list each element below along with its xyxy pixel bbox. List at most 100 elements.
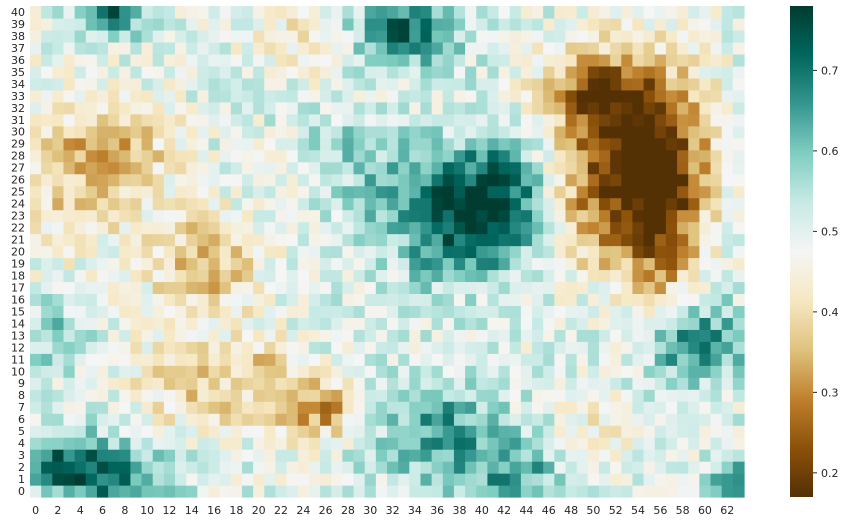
heatmap-cell [431, 317, 444, 330]
heatmap-cell [721, 341, 734, 354]
heatmap-cell [710, 449, 723, 462]
heatmap-cell [598, 281, 611, 295]
heatmap-cell [621, 365, 634, 378]
heatmap-cell [420, 389, 433, 402]
heatmap-cell [677, 149, 689, 163]
heatmap-cell [476, 77, 489, 91]
heatmap-cell [186, 161, 198, 175]
heatmap-cell [96, 221, 109, 235]
heatmap-cell [297, 101, 310, 115]
heatmap-cell [453, 401, 466, 414]
heatmap-cell [264, 137, 277, 151]
heatmap-cell [230, 53, 243, 67]
heatmap-cell [141, 401, 154, 414]
heatmap-cell [554, 65, 567, 79]
heatmap-cell [63, 401, 76, 414]
heatmap-cell [264, 245, 277, 259]
y-tick-label: 24 [11, 198, 25, 211]
x-tick-label: 26 [319, 504, 333, 517]
heatmap-cell [219, 353, 232, 366]
heatmap-cell [677, 125, 689, 139]
heatmap-cell [130, 233, 143, 247]
heatmap-cell [632, 185, 645, 199]
heatmap-cell [409, 197, 422, 211]
heatmap-cell [621, 221, 634, 235]
heatmap-cell [186, 281, 198, 295]
heatmap-cell [197, 173, 210, 187]
heatmap-cell [253, 437, 265, 450]
heatmap-cell [643, 317, 656, 330]
heatmap-cell [721, 281, 734, 295]
heatmap-cell [219, 449, 232, 462]
heatmap-cell [509, 245, 522, 259]
heatmap-cell [230, 461, 243, 474]
heatmap-cell [74, 317, 87, 330]
heatmap-cell [453, 221, 466, 235]
heatmap-cell [654, 233, 667, 247]
heatmap-cell [85, 17, 98, 31]
heatmap-cell [587, 161, 600, 175]
heatmap-cell [63, 113, 76, 127]
heatmap-cell [364, 485, 377, 498]
heatmap-cell [208, 6, 221, 19]
heatmap-cell [565, 377, 578, 390]
heatmap-cell [275, 149, 288, 163]
heatmap-cell [465, 293, 477, 306]
heatmap-cell [610, 185, 622, 199]
heatmap-cell [375, 17, 388, 31]
heatmap-cell [41, 125, 53, 139]
heatmap-cell [420, 17, 433, 31]
heatmap-cell [152, 209, 165, 223]
heatmap-cell [476, 473, 489, 486]
heatmap-cell [74, 305, 87, 318]
heatmap-cell [241, 89, 254, 103]
heatmap-cell [632, 305, 645, 318]
heatmap-cell [74, 173, 87, 187]
heatmap-cell [342, 461, 355, 474]
heatmap-cell [476, 305, 489, 318]
heatmap-cell [230, 125, 243, 139]
heatmap-cell [565, 353, 578, 366]
heatmap-cell [710, 221, 723, 235]
heatmap-cell [119, 149, 132, 163]
heatmap-cell [632, 317, 645, 330]
heatmap-cell [197, 17, 210, 31]
heatmap-cell [587, 221, 600, 235]
heatmap-cell [308, 101, 321, 115]
heatmap-cell [52, 485, 65, 498]
heatmap-cell [509, 29, 522, 43]
heatmap-cell [297, 329, 310, 342]
heatmap-cell [543, 233, 555, 247]
heatmap-cell [175, 437, 187, 450]
heatmap-cell [119, 365, 132, 378]
heatmap-cell [152, 461, 165, 474]
heatmap-cell [476, 101, 489, 115]
heatmap-cell [420, 125, 433, 139]
heatmap-cell [576, 197, 589, 211]
heatmap-cell [163, 197, 176, 211]
heatmap-cell [186, 89, 198, 103]
heatmap-cell [498, 317, 511, 330]
heatmap-cell [487, 89, 500, 103]
heatmap-cell [431, 17, 444, 31]
heatmap-cell [41, 377, 53, 390]
heatmap-cell [108, 329, 120, 342]
heatmap-cell [52, 149, 65, 163]
heatmap-cell [152, 377, 165, 390]
heatmap-cell [465, 221, 477, 235]
heatmap-cell [598, 65, 611, 79]
heatmap-cell [665, 401, 678, 414]
heatmap-cell [141, 353, 154, 366]
heatmap-cell [74, 221, 87, 235]
heatmap-cell [420, 65, 433, 79]
heatmap-cell [587, 353, 600, 366]
heatmap-cell [420, 89, 433, 103]
heatmap-cell [721, 89, 734, 103]
y-tick-label: 33 [11, 90, 25, 103]
heatmap-cell [286, 353, 299, 366]
heatmap-cell [665, 41, 678, 55]
heatmap-cell [308, 41, 321, 55]
heatmap-cell [465, 377, 477, 390]
heatmap-cell [453, 485, 466, 498]
heatmap-cell [543, 353, 555, 366]
